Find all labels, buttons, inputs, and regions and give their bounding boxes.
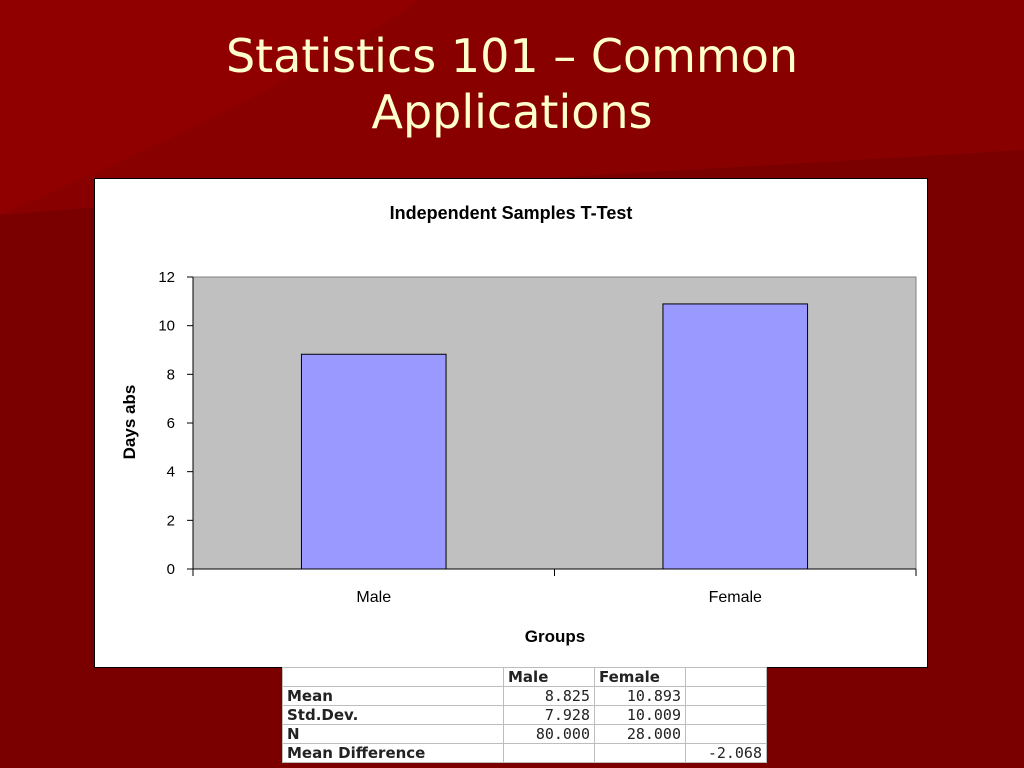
table-cell <box>503 743 595 763</box>
y-tick-label: 8 <box>167 366 175 383</box>
table-row: N 80.000 28.000 <box>282 724 767 744</box>
y-tick-label: 4 <box>167 464 175 481</box>
table-cell: 28.000 <box>594 724 686 744</box>
bar-male <box>300 353 447 570</box>
table-cell: 80.000 <box>503 724 595 744</box>
table-header-cell: Male <box>503 667 595 687</box>
slide-title-line-1: Statistics 101 – Common <box>225 29 799 83</box>
x-axis-title: Groups <box>525 627 585 646</box>
y-tick-label: 10 <box>158 318 175 335</box>
table-cell: 7.928 <box>503 705 595 725</box>
table-cell <box>685 724 767 744</box>
table-row-label: N <box>282 724 504 744</box>
table-header-row: Male Female <box>282 667 767 687</box>
bar-female <box>662 303 809 570</box>
table-cell <box>685 686 767 706</box>
table-row-label: Std.Dev. <box>282 705 504 725</box>
table-header-cell: Female <box>594 667 686 687</box>
table-cell: 10.009 <box>594 705 686 725</box>
table-row-label: Mean <box>282 686 504 706</box>
bar-chart: Independent Samples T-Test 0 2 4 6 8 10 12 Male F… <box>120 203 917 646</box>
y-tick-label: 2 <box>167 512 175 529</box>
y-axis-title: Days abs <box>120 385 139 460</box>
x-tick-label: Female <box>709 589 762 606</box>
slide-title-line-2: Applications <box>371 85 653 139</box>
y-tick-label: 0 <box>167 561 175 578</box>
table-cell <box>594 743 686 763</box>
table-row: Mean Difference -2.068 <box>282 743 767 763</box>
chart-container: Independent Samples T-Test 0 2 4 6 8 10 12 Male F… <box>94 178 928 668</box>
chart-title: Independent Samples T-Test <box>390 203 633 223</box>
table-cell: -2.068 <box>685 743 767 763</box>
slide-title: Statistics 101 – Common Applications <box>0 28 1024 140</box>
table-header-cell <box>282 667 504 687</box>
table-row-label: Mean Difference <box>282 743 504 763</box>
y-tick-label: 6 <box>167 415 175 432</box>
table-cell <box>685 705 767 725</box>
table-header-cell <box>685 667 767 687</box>
y-tick-label: 12 <box>158 269 175 286</box>
table-row: Mean 8.825 10.893 <box>282 686 767 706</box>
stats-table: Male Female Mean 8.825 10.893 Std.Dev. 7.928 10… <box>282 667 767 763</box>
x-tick-label: Male <box>356 589 391 606</box>
table-cell: 10.893 <box>594 686 686 706</box>
table-cell: 8.825 <box>503 686 595 706</box>
table-row: Std.Dev. 7.928 10.009 <box>282 705 767 725</box>
